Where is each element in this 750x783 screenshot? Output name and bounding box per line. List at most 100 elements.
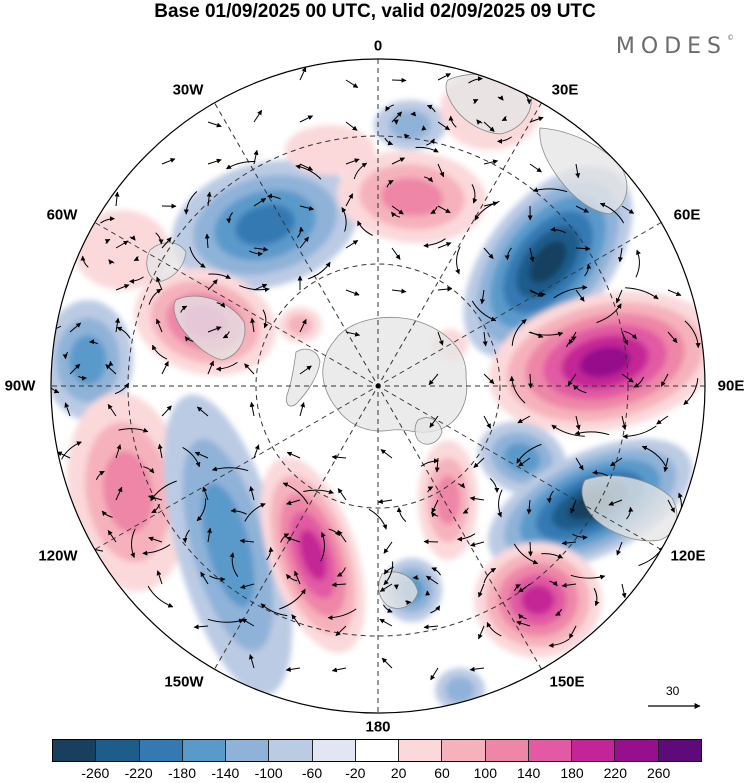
wind-vector-arrow [327,608,357,621]
anomaly-contour [521,584,555,616]
wind-vector-arrow [386,180,394,188]
wind-vector-arrow [230,508,247,515]
wind-vector-arrow [391,157,406,165]
modes-logo: MODES© [615,34,734,59]
wind-vector-arrow [462,507,469,514]
colorbar-segment [95,740,139,761]
wind-vector-arrow [280,533,290,543]
wind-vector-arrow [546,490,554,504]
anomaly-contour [579,346,631,378]
wind-vector-arrow [527,541,533,557]
wind-vector-arrow [575,415,581,431]
wind-vector-arrow [207,279,218,291]
wind-vector-arrow [437,331,444,346]
anomaly-contour [299,529,327,581]
wind-vector-arrow [202,486,209,501]
wind-vector-arrow [421,125,427,131]
wind-vector-arrow [95,470,105,480]
wind-vector-arrow [621,583,627,599]
wind-vector-arrow [570,499,577,514]
wind-vector-arrow [182,529,190,544]
wind-vector-arrow [391,288,407,294]
colorbar-tick-label: 220 [603,765,628,781]
anomaly-contour [381,177,443,217]
wind-vector-arrow [62,351,69,360]
colorbar-segment [138,740,182,761]
wind-vector-arrow [208,273,231,279]
wind-vector-arrow [279,588,306,610]
wind-vector-arrow [250,317,256,333]
wind-vector-arrow [625,287,659,300]
anomaly-contour [503,443,541,473]
wind-vector-arrow [429,415,439,428]
wind-vector-arrow [660,373,669,387]
wind-vector-arrow [391,77,407,83]
anomaly-contour [69,335,107,385]
map-title: Base 01/09/2025 00 UTC, valid 02/09/2025… [154,1,596,22]
wind-vector-arrow [215,361,238,372]
wind-vector-arrow [385,104,394,112]
wind-vector-arrow [308,261,331,280]
wind-vector-arrow [470,541,485,547]
wind-vector-arrow [551,424,585,437]
wind-vector-arrow [116,326,131,339]
wind-vector-arrow [437,163,445,178]
wind-vector-arrow [262,309,269,329]
wind-vector-arrow [253,444,260,459]
wind-vector-arrow [626,506,634,520]
wind-vector-arrow [161,158,176,165]
wind-vector-arrow [568,331,577,345]
wind-vector-arrow [80,255,89,268]
wind-vector-arrow [239,285,270,293]
wind-vector-arrow [299,236,309,249]
wind-vector-arrow [483,121,495,132]
wind-vector-arrow [425,590,431,596]
wind-vector-arrow [469,496,485,502]
wind-vector-arrow [345,193,354,207]
wind-vector-arrow [593,587,600,607]
lon-label-90e: 90E [717,377,745,395]
wind-vector-arrow [286,574,298,582]
wind-vector-arrow [286,499,301,506]
wind-vector-arrow [229,552,239,577]
colorbar-tick-label: -60 [301,765,323,781]
wind-vector-arrow [216,302,226,308]
lon-label-30e: 30E [551,81,579,99]
wind-vector-arrow [129,276,144,284]
colorbar-segment [398,740,442,761]
wind-vector-arrow [115,317,120,333]
wind-vector-arrow [423,624,439,630]
wind-vector-arrow [249,486,255,501]
colorbar-segment [225,740,269,761]
wind-vector-arrow [207,158,222,165]
anomaly-contour [74,210,170,290]
wind-vector-arrow [486,621,502,637]
colorbar-tick-label: 60 [434,765,450,781]
wind-vector-arrow [391,247,401,260]
wind-vector-arrow [260,603,288,617]
wind-vector-arrow [430,667,439,681]
wind-vector-arrow [616,541,623,556]
wind-vector-arrow [383,541,393,554]
wind-vector-arrow [142,544,171,556]
colorbar-segment [657,740,701,761]
colorbar-tick-label: -180 [167,765,197,781]
wind-vector-arrow [426,104,436,113]
wind-vector-arrow [114,382,130,395]
wind-vector-arrow [457,482,465,489]
lon-label-180: 180 [365,718,391,736]
anomaly-contour [287,314,313,336]
wind-vector-arrow [383,561,394,586]
anomaly-contour [435,475,461,525]
colorbar-tick-label: 140 [516,765,541,781]
colorbar-tick-label: -20 [345,765,366,781]
wind-vector-arrow [209,575,226,582]
wind-vector-arrow [570,574,606,580]
wind-vector-arrow [516,620,531,627]
wind-vector-arrow [104,238,111,244]
wind-vector-arrow [357,220,373,236]
wind-vector-arrow [555,608,562,616]
wind-vector-arrow [633,376,644,388]
wind-vector-arrow [130,528,136,558]
colorbar-tick-label: 100 [473,765,498,781]
